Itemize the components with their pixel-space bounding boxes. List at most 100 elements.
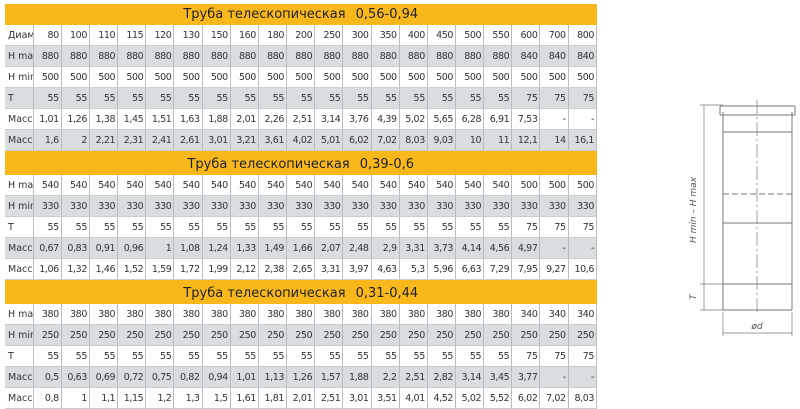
table-cell: 500	[286, 66, 316, 88]
table-cell: 2,51	[399, 366, 428, 388]
table-cell: -	[539, 108, 569, 130]
table-cell: 55	[61, 345, 90, 367]
table-cell: 55	[371, 345, 400, 367]
table-cell: 1,5	[202, 387, 231, 409]
table-cell: 10,6	[568, 258, 598, 280]
table-cell: 5,96	[427, 258, 457, 280]
table-row: Масса 0,81,061,321,461,521,591,721,992,1…	[5, 258, 598, 280]
table-cell: 6,91	[483, 108, 513, 130]
diameter-label: ød	[750, 322, 763, 332]
table-cell: 0,5	[33, 366, 62, 388]
table-cell: -	[568, 108, 598, 130]
table-cell: 55	[399, 216, 428, 238]
table-cell: 250	[117, 324, 147, 346]
table-cell: 250	[539, 324, 569, 346]
table-cell: 540	[342, 175, 372, 196]
table-cell: 300	[342, 25, 372, 46]
table-cell: 2,01	[230, 108, 259, 130]
table-cell: 75	[568, 345, 598, 367]
row-label: T	[5, 345, 34, 367]
table-cell: 500	[61, 66, 90, 88]
row-label: H max	[5, 45, 34, 67]
table-cell: 3,14	[314, 108, 344, 130]
table-cell: 330	[33, 195, 62, 217]
table-cell: 3,76	[342, 108, 372, 130]
table-cell: 55	[455, 216, 485, 238]
table-cell: 380	[202, 304, 231, 325]
table-cell: 380	[89, 304, 119, 325]
table-cell: 5,65	[427, 108, 457, 130]
table-cell: 250	[314, 25, 344, 46]
table-cell: 75	[511, 345, 541, 367]
table-cell: 2,2	[371, 366, 400, 388]
table-cell: 0,75	[145, 366, 175, 388]
table-cell: 380	[117, 304, 147, 325]
table-cell: 0,96	[117, 237, 147, 259]
table-cell: 1,26	[61, 108, 90, 130]
table-cell: 380	[33, 304, 62, 325]
table-cell: 160	[230, 25, 259, 46]
table-cell: 5,3	[399, 258, 428, 280]
table-cell: 500	[455, 25, 485, 46]
table-cell: 3,77	[511, 366, 541, 388]
table-cell: 2,38	[258, 258, 288, 280]
table-cell: 330	[427, 195, 457, 217]
table-cell: 7,53	[511, 108, 541, 130]
table-cell: 500	[399, 66, 428, 88]
table-cell: 3,73	[427, 237, 457, 259]
table-cell: 4,01	[399, 387, 428, 409]
table-cell: 250	[145, 324, 175, 346]
table-cell: 1,52	[117, 258, 147, 280]
table-cell: 380	[399, 304, 428, 325]
table-cell: 5,02	[399, 108, 428, 130]
table-cell: 250	[427, 324, 457, 346]
table-cell: 55	[399, 345, 428, 367]
table-cell: 1,13	[258, 366, 288, 388]
table-cell: 880	[455, 45, 485, 67]
table-cell: 55	[230, 87, 259, 109]
table-cell: 0,91	[89, 237, 119, 259]
table-cell: 500	[342, 66, 372, 88]
table-cell: 540	[371, 175, 400, 196]
table-cell: 8,03	[568, 387, 598, 409]
table-cell: 500	[455, 66, 485, 88]
table-cell: 3,31	[399, 237, 428, 259]
table-cell: 380	[483, 304, 513, 325]
section-thickness: 0,39-0,6	[359, 157, 415, 172]
table-cell: 75	[539, 87, 569, 109]
table-cell: 14	[539, 129, 569, 151]
table-cell: 55	[314, 345, 344, 367]
table-cell: 55	[202, 87, 231, 109]
table-cell: 500	[371, 66, 400, 88]
table-cell: 55	[230, 216, 259, 238]
table-cell: 330	[314, 195, 344, 217]
height-label: H min – H max	[689, 176, 699, 243]
table-cell: 7,29	[483, 258, 513, 280]
table-cell: 55	[314, 216, 344, 238]
table-cell: 2,26	[258, 108, 288, 130]
table-cell: 5,02	[455, 387, 485, 409]
table-cell: 55	[33, 87, 62, 109]
table-cell: 55	[145, 216, 175, 238]
section-title: Труба телескопическая	[187, 157, 350, 172]
table-cell: 880	[427, 45, 457, 67]
table-cell: 1,32	[61, 258, 90, 280]
table-cell: 350	[371, 25, 400, 46]
table-cell: 55	[89, 345, 119, 367]
table-cell: 55	[202, 216, 231, 238]
row-label: H min	[5, 66, 34, 88]
table-cell: 55	[286, 87, 316, 109]
table-row: T 55 55 55 55 55 55 55 55 55 55 55 55 55 55 55 55 55 75 75 7…	[5, 87, 598, 109]
table-cell: 3,01	[202, 129, 231, 151]
row-label: H max	[5, 304, 34, 325]
table-cell: 6,02	[342, 129, 372, 151]
table-row: Масса 0,51,011,261,381,451,511,631,882,0…	[5, 108, 598, 130]
table-cell: 500	[568, 175, 598, 196]
row-label: T	[5, 216, 34, 238]
table-cell: 1,88	[342, 366, 372, 388]
table-cell: 3,21	[230, 129, 259, 151]
table-cell: 250	[286, 324, 316, 346]
table-cell: 55	[371, 216, 400, 238]
section-table: Труба телескопическая0,56-0,94Диаметр801…	[5, 4, 598, 154]
table-cell: 540	[33, 175, 62, 196]
